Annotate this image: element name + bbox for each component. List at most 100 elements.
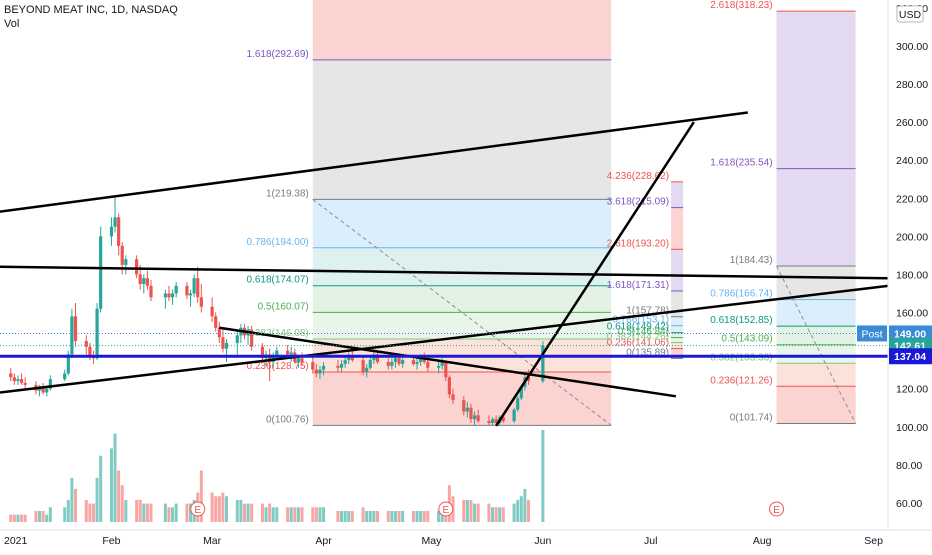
volume-bar bbox=[390, 510, 394, 522]
volume-bar bbox=[386, 510, 390, 522]
candle-body bbox=[185, 285, 189, 296]
volume-bar bbox=[73, 488, 77, 522]
fib3-level-label: 0(101.74) bbox=[730, 412, 773, 423]
volume-bar bbox=[221, 492, 225, 522]
volume-bar bbox=[66, 499, 70, 522]
candle-body bbox=[268, 354, 272, 363]
fib3-zone bbox=[776, 299, 856, 327]
currency-box bbox=[896, 5, 924, 23]
candle-body bbox=[512, 409, 516, 422]
candle-body bbox=[66, 354, 70, 374]
volume-bar bbox=[138, 499, 142, 522]
volume-bar bbox=[440, 510, 444, 522]
fib3-level-label: 2.618(318.23) bbox=[710, 0, 772, 11]
candle-body bbox=[339, 363, 344, 368]
fib2-level-label: 0.382(144.26) bbox=[607, 331, 669, 342]
price-tick-label: 280.00 bbox=[896, 79, 928, 91]
volume-bar bbox=[260, 503, 264, 522]
candle-body bbox=[444, 362, 448, 378]
volume-bar bbox=[350, 510, 354, 522]
fib2-level-label: 2.618(193.20) bbox=[607, 238, 669, 249]
time-tick-label: Mar bbox=[203, 535, 222, 547]
volume-bar bbox=[415, 510, 419, 522]
fib3-zone bbox=[776, 344, 856, 364]
candle-body bbox=[289, 352, 293, 355]
candle-body bbox=[386, 362, 390, 366]
volume-bar bbox=[498, 507, 502, 522]
volume-bar bbox=[411, 510, 415, 522]
volume-bar bbox=[242, 503, 246, 522]
fib2-level-label: 0.5(146.84) bbox=[618, 327, 669, 338]
candle-body bbox=[426, 362, 430, 368]
fib3-level-label: 0.382(133.33) bbox=[710, 352, 772, 363]
price-tick-label: 100.00 bbox=[896, 422, 928, 434]
volume-bar bbox=[541, 430, 545, 522]
price-badge-value: 137.04 bbox=[894, 351, 926, 363]
candle-body bbox=[214, 316, 218, 328]
time-tick-label: 2021 bbox=[4, 535, 28, 547]
volume-bar bbox=[38, 510, 42, 522]
trendline bbox=[0, 265, 889, 280]
trendline bbox=[0, 284, 889, 394]
fib2-level-label: 3.618(215.09) bbox=[607, 197, 669, 208]
volume-bar bbox=[235, 499, 239, 522]
candle-body bbox=[375, 354, 380, 363]
volume-bar bbox=[422, 510, 426, 522]
symbol-title[interactable]: BEYOND MEAT INC, 1D, NASDAQ bbox=[4, 4, 178, 16]
candle-body bbox=[196, 278, 200, 298]
volume-bar bbox=[149, 503, 153, 522]
fib2-level-label: 1(157.78) bbox=[626, 306, 669, 317]
volume-bar bbox=[275, 507, 279, 522]
price-axis-bg bbox=[888, 0, 932, 550]
fib1-level-label: 0.786(194.00) bbox=[246, 237, 308, 248]
volume-bar bbox=[336, 510, 340, 522]
candle-body bbox=[149, 285, 153, 298]
volume-bar bbox=[473, 503, 477, 522]
volume-bar bbox=[361, 507, 365, 522]
fib3-zone bbox=[776, 11, 856, 169]
volume-bar bbox=[23, 514, 27, 522]
fib1-zone bbox=[312, 199, 612, 248]
fib2-level-label: 4.236(228.62) bbox=[607, 171, 669, 182]
volume-bar bbox=[419, 510, 423, 522]
candle-body bbox=[235, 335, 239, 343]
volume-bar bbox=[465, 499, 469, 522]
candle-body bbox=[138, 274, 142, 284]
candle-body bbox=[368, 360, 372, 368]
candle-body bbox=[217, 327, 221, 338]
volume-bar bbox=[34, 510, 38, 522]
volume-bar bbox=[437, 510, 441, 522]
volume-bar bbox=[519, 496, 523, 522]
fib3-trend-dashed bbox=[776, 265, 857, 424]
fib2-zone bbox=[671, 325, 684, 333]
fib3-level-label: 0.5(143.09) bbox=[721, 334, 772, 345]
volume-bar bbox=[95, 477, 99, 522]
volume-bar bbox=[163, 503, 167, 522]
volume-bar bbox=[145, 503, 149, 522]
volume-bar bbox=[289, 507, 293, 522]
candle-body bbox=[516, 398, 520, 410]
candle-body bbox=[99, 236, 103, 309]
price-tick-label: 180.00 bbox=[896, 269, 928, 281]
candle-body bbox=[23, 382, 27, 385]
candle-body bbox=[519, 386, 523, 399]
time-axis[interactable]: 2021 Feb Mar Apr May Jun Jul Aug Sep bbox=[0, 529, 932, 547]
volume-bar bbox=[322, 507, 326, 522]
candle-body bbox=[117, 217, 121, 246]
volume-bar bbox=[512, 503, 516, 522]
fib3-level-label: 0.786(166.74) bbox=[710, 289, 772, 300]
price-badge-bg bbox=[889, 348, 932, 365]
volume-bar bbox=[368, 510, 372, 522]
trendlines-layer bbox=[0, 111, 889, 427]
volume-bar bbox=[250, 503, 254, 522]
price-axis[interactable]: 60.0080.00100.00120.00140.00160.00180.00… bbox=[887, 0, 932, 550]
fib3-zone bbox=[776, 363, 856, 387]
volume-bar bbox=[167, 507, 171, 522]
volume-bar bbox=[501, 507, 505, 522]
volume-bar bbox=[476, 503, 480, 522]
trendline bbox=[0, 111, 748, 213]
candle-body bbox=[393, 358, 398, 363]
candle-body bbox=[365, 367, 369, 372]
